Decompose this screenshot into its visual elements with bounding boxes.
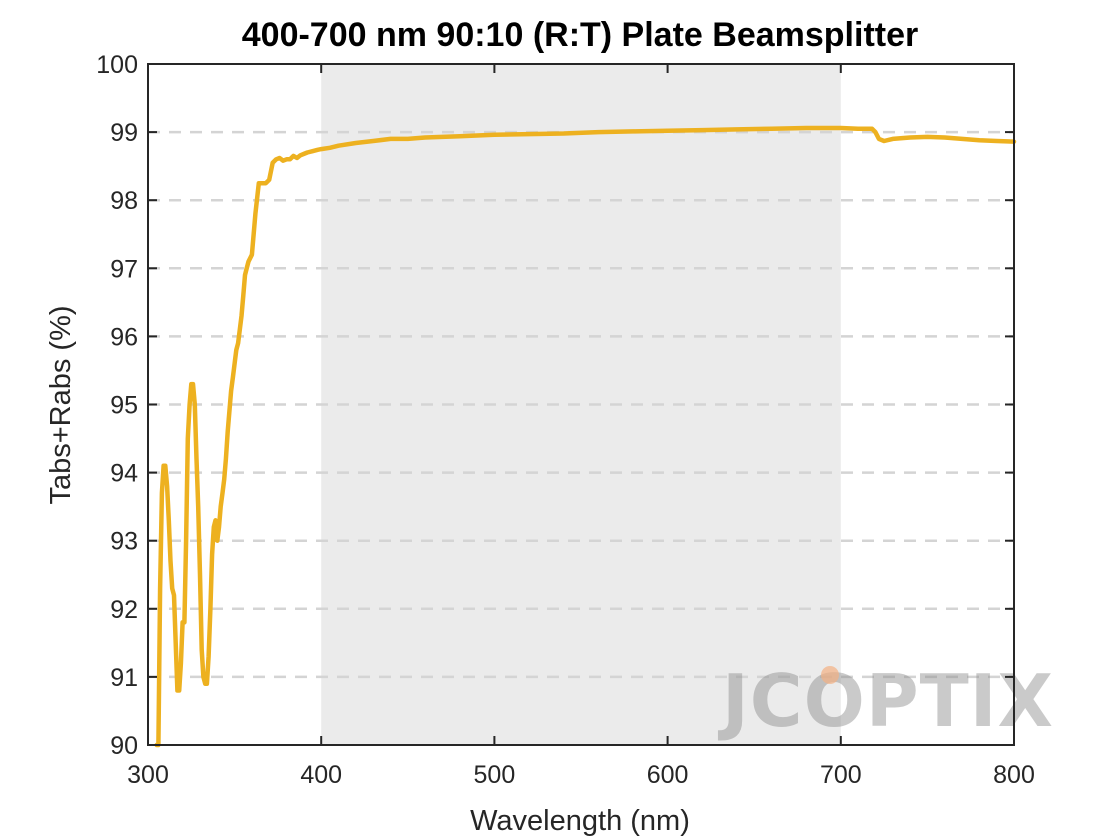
x-tick-label-5: 800 bbox=[993, 761, 1035, 789]
x-tick-label-0: 300 bbox=[127, 761, 169, 789]
series-line bbox=[154, 125, 1017, 748]
y-tick-label-2: 92 bbox=[110, 596, 138, 624]
axis-ticks: 300 400 500 600 700 800 90 91 92 93 94 95 96 97 98 99 10… bbox=[96, 51, 1035, 789]
x-axis-label: Wavelength (nm) bbox=[470, 805, 690, 837]
y-tick-label-4: 94 bbox=[110, 460, 138, 488]
watermark-accent-dot bbox=[821, 666, 839, 684]
y-tick-label-8: 98 bbox=[110, 187, 138, 215]
y-tick-label-5: 95 bbox=[110, 392, 138, 420]
x-tick-label-4: 700 bbox=[820, 761, 862, 789]
x-tick-label-1: 400 bbox=[300, 761, 342, 789]
y-tick-label-10: 100 bbox=[96, 51, 138, 79]
x-tick-label-2: 500 bbox=[474, 761, 516, 789]
y-tick-label-3: 93 bbox=[110, 528, 138, 556]
y-axis-label: Tabs+Rabs (%) bbox=[45, 305, 77, 504]
watermark-text: JCOPTIX bbox=[717, 659, 1054, 743]
gridlines bbox=[148, 130, 1014, 679]
plot-area: JCOPTIX 300 400 500 600 700 800 90 91 92 93 94 95 96… bbox=[96, 51, 1054, 789]
y-tick-label-6: 96 bbox=[110, 323, 138, 351]
x-tick-label-3: 600 bbox=[647, 761, 689, 789]
y-tick-label-9: 99 bbox=[110, 119, 138, 147]
chart-title: 400-700 nm 90:10 (R:T) Plate Beamsplitte… bbox=[242, 16, 918, 54]
y-tick-label-0: 90 bbox=[110, 732, 138, 760]
watermark-logo: JCOPTIX bbox=[717, 659, 1054, 743]
y-tick-label-7: 97 bbox=[110, 255, 138, 283]
y-tick-label-1: 91 bbox=[110, 664, 138, 692]
